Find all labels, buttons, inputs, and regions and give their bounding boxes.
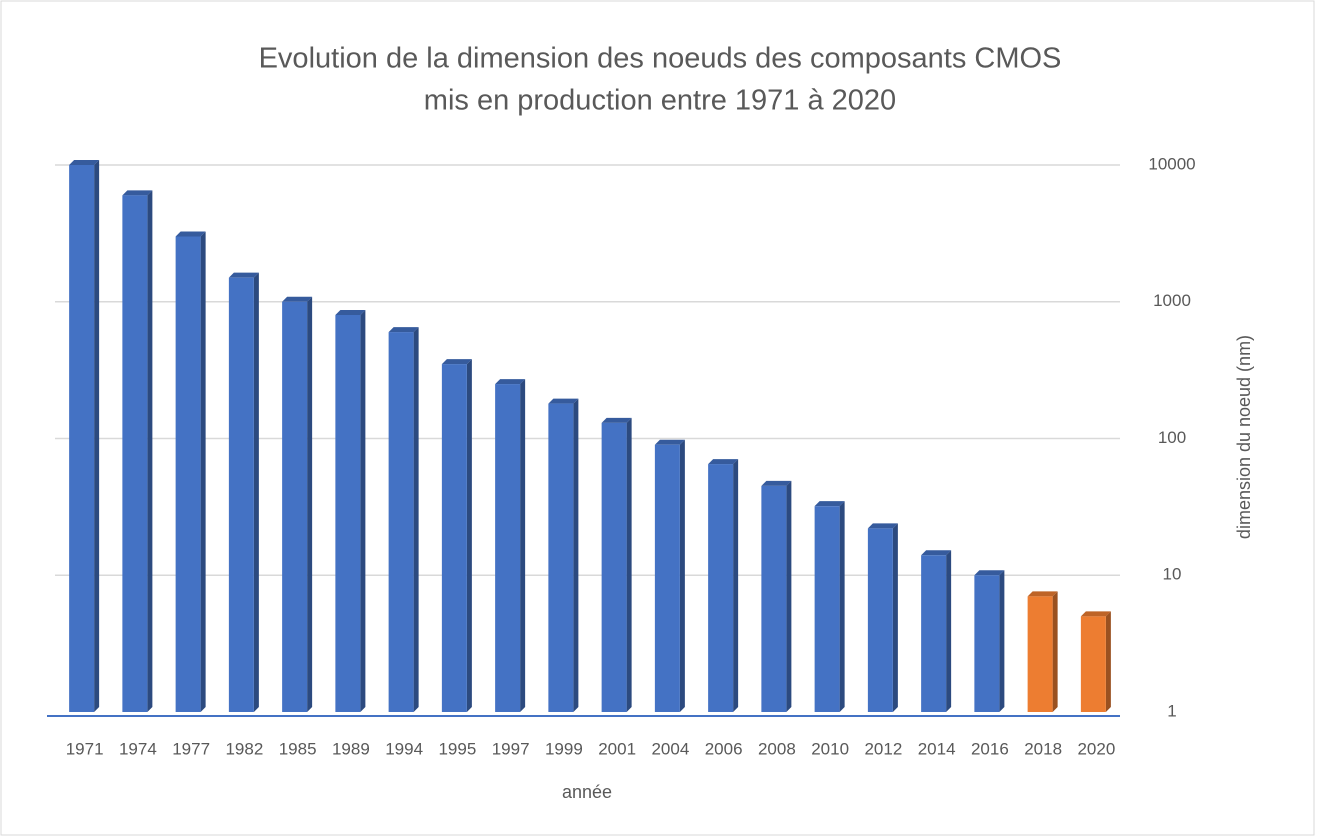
bar xyxy=(282,301,308,712)
y-tick-label: 100 xyxy=(1158,428,1186,447)
y-axis-title: dimension du noeud (nm) xyxy=(1234,335,1254,539)
bar-side xyxy=(200,231,206,712)
bar-side xyxy=(466,359,472,712)
x-tick-label: 1989 xyxy=(332,739,370,758)
x-tick-label: 1971 xyxy=(66,739,104,758)
bar-side xyxy=(626,417,632,712)
bar xyxy=(122,195,148,712)
bar-top xyxy=(1080,611,1111,617)
bar-top xyxy=(388,327,419,333)
x-tick-label: 2014 xyxy=(918,739,956,758)
bar-side xyxy=(573,398,579,712)
x-tick-label: 2004 xyxy=(651,739,689,758)
y-tick-label: 10 xyxy=(1163,565,1182,584)
x-tick-label: 2010 xyxy=(811,739,849,758)
bar-top xyxy=(761,480,792,486)
x-tick-label: 1974 xyxy=(119,739,157,758)
bar xyxy=(69,165,95,712)
x-tick-label: 1995 xyxy=(438,739,476,758)
x-tick-label: 2020 xyxy=(1077,739,1115,758)
bar-side xyxy=(786,480,792,712)
x-tick-label: 1994 xyxy=(385,739,423,758)
x-tick-label: 1982 xyxy=(225,739,263,758)
bar-top xyxy=(814,501,845,507)
chart-title: Evolution de la dimension des noeuds des… xyxy=(259,43,1062,75)
bar-side xyxy=(733,459,739,712)
bar-side xyxy=(1052,591,1058,712)
x-tick-label: 2012 xyxy=(864,739,902,758)
x-tick-label: 2006 xyxy=(705,739,743,758)
bar xyxy=(921,555,947,712)
bar-side xyxy=(360,310,366,712)
bar xyxy=(867,528,893,712)
bar-top xyxy=(228,272,259,278)
bar-side xyxy=(839,501,845,712)
bar xyxy=(601,422,627,712)
x-tick-label: 1997 xyxy=(492,739,530,758)
bar xyxy=(228,277,254,712)
x-tick-label: 2016 xyxy=(971,739,1009,758)
bar-side xyxy=(679,439,685,712)
bar-top xyxy=(69,160,100,165)
bar-side xyxy=(94,160,100,712)
y-tick-label: 10000 xyxy=(1148,154,1195,173)
bar-top xyxy=(175,231,206,237)
bar xyxy=(708,464,734,712)
bar-top xyxy=(921,550,952,556)
bar-top xyxy=(548,398,579,404)
x-tick-label: 2018 xyxy=(1024,739,1062,758)
bar xyxy=(974,575,1000,712)
bar xyxy=(654,444,680,712)
bar-top xyxy=(654,439,685,445)
bar-top xyxy=(495,379,526,385)
x-axis-title: année xyxy=(562,782,612,802)
bar-top xyxy=(282,296,313,302)
bar-top xyxy=(441,359,472,365)
bar-side xyxy=(253,272,259,712)
bar-top xyxy=(122,190,153,196)
x-tick-label: 2008 xyxy=(758,739,796,758)
bar-side xyxy=(147,190,153,712)
x-tick-label: 1999 xyxy=(545,739,583,758)
bar xyxy=(761,485,787,712)
bar-side xyxy=(307,296,313,712)
bar xyxy=(1027,596,1053,712)
bar xyxy=(388,332,414,712)
bar xyxy=(335,315,361,712)
bar-top xyxy=(974,570,1005,576)
bar-top xyxy=(867,523,898,529)
y-tick-label: 1000 xyxy=(1153,291,1191,310)
x-tick-label: 1977 xyxy=(172,739,210,758)
bar xyxy=(814,506,840,712)
bar-side xyxy=(413,327,419,712)
bar-top xyxy=(708,459,739,465)
bar xyxy=(175,236,201,712)
bar-side xyxy=(892,523,898,712)
bar-top xyxy=(1027,591,1058,597)
bar-top xyxy=(335,310,366,316)
bar-side xyxy=(1105,611,1111,712)
bar xyxy=(1080,616,1106,712)
y-tick-label: 1 xyxy=(1167,701,1176,720)
x-tick-label: 2001 xyxy=(598,739,636,758)
bar xyxy=(495,384,521,712)
bar-side xyxy=(520,379,526,712)
bar-side xyxy=(946,550,952,712)
bar-side xyxy=(999,570,1005,712)
chart-title: mis en production entre 1971 à 2020 xyxy=(424,85,896,117)
bar xyxy=(548,403,574,712)
bar xyxy=(441,364,467,712)
x-tick-label: 1985 xyxy=(279,739,317,758)
bar-top xyxy=(601,417,632,423)
